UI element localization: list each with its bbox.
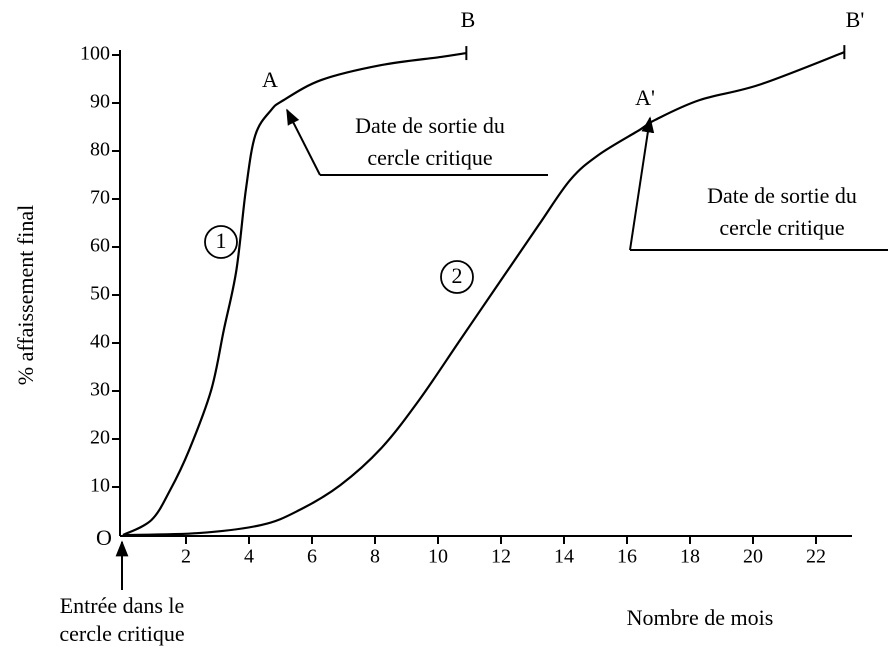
y-tick-label: 90 [90,91,110,113]
x-tick-label: 8 [370,546,380,568]
x-axis-label: Nombre de mois [627,605,774,630]
y-tick-label: 30 [90,379,110,401]
annotation: cercle critique [719,215,844,240]
x-tick-label: 16 [617,546,637,568]
annotation: A [262,67,278,92]
series-marker-circle [440,260,474,294]
annotation: B' [846,7,865,32]
y-tick-label: 50 [90,283,110,305]
x-tick-label: 20 [743,546,763,568]
annotation: Entrée dans le [60,593,185,618]
x-tick-label: 22 [806,546,826,568]
annotation: cercle critique [367,145,492,170]
y-tick-label: 60 [90,235,110,257]
y-tick-label: 20 [90,427,110,449]
annotation: A' [635,85,655,110]
series-label: 1 [216,228,227,253]
x-tick-label: 18 [680,546,700,568]
y-tick-label: 70 [90,187,110,209]
x-tick-label: 10 [428,546,448,568]
annotation: cercle critique [59,621,184,646]
y-tick-label: 40 [90,331,110,353]
x-tick-label: 12 [491,546,511,568]
curve [122,51,467,536]
x-tick-label: 2 [181,546,191,568]
curve [122,51,845,537]
x-tick-label: 6 [307,546,317,568]
annotation: Date de sortie du [707,183,857,208]
callout-arrow [629,116,655,251]
x-tick-label: 4 [244,546,254,568]
y-tick-label: 100 [80,43,110,65]
x-tick-label: 14 [554,546,574,568]
series-label: 2 [452,263,463,288]
callout-arrow [286,108,321,176]
y-tick-label: 10 [90,475,110,497]
annotation: Date de sortie du [355,113,505,138]
series-marker-circle [204,225,238,259]
y-tick-label: 80 [90,139,110,161]
origin-label: O [96,525,112,550]
annotation: B [461,7,476,32]
y-axis-label: % affaissement final [13,205,38,385]
